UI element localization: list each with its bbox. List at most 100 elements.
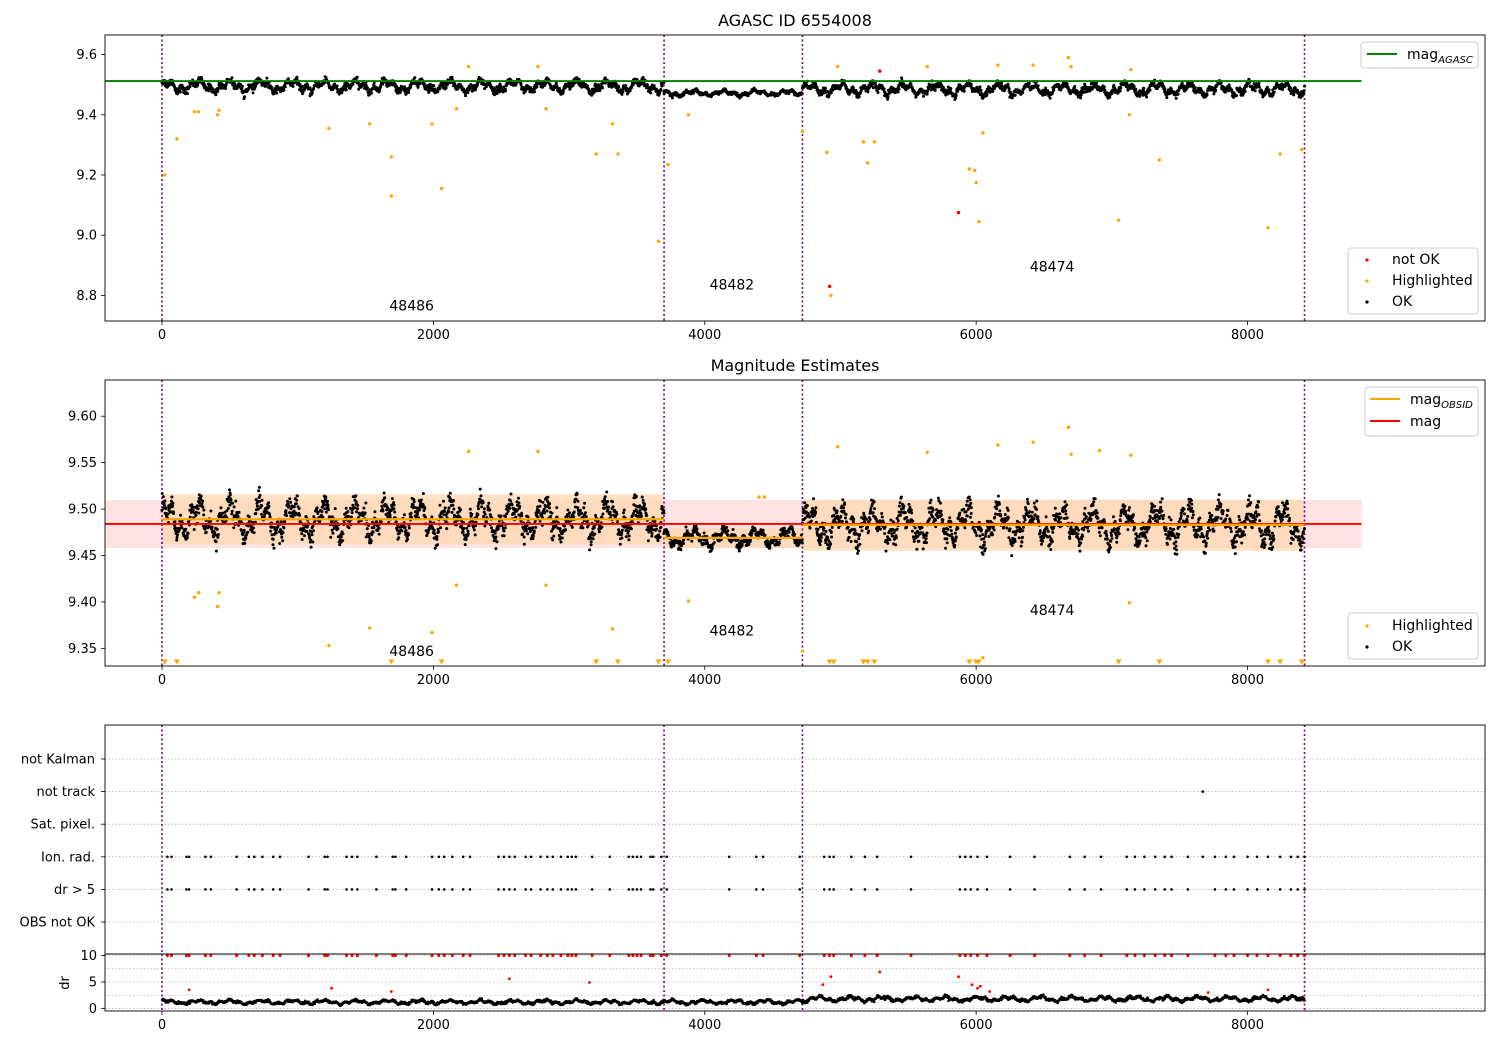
estimates-ok-point xyxy=(702,531,706,535)
agasc-ok-point xyxy=(1303,84,1306,88)
estimates-ok-point xyxy=(559,540,563,544)
agasc-y-tick-label: 9.4 xyxy=(76,108,97,123)
estimates-ok-point xyxy=(331,531,335,535)
agasc-highlighted-point xyxy=(1278,152,1282,156)
agasc-ok-point xyxy=(962,89,966,93)
estimates-ok-point xyxy=(240,528,243,532)
estimates-ok-point xyxy=(622,508,626,512)
estimates-ok-point xyxy=(593,532,597,536)
agasc-highlighted-point xyxy=(656,239,661,243)
estimates-ok-point xyxy=(545,509,549,513)
estimates-ok-point xyxy=(606,500,610,503)
estimates-ok-point xyxy=(356,504,360,507)
estimates-ok-point xyxy=(650,531,654,535)
agasc-ok-point xyxy=(549,84,553,88)
agasc-ok-point xyxy=(1289,86,1293,90)
estimates-ok-point xyxy=(394,520,398,524)
estimates-ok-point xyxy=(197,511,201,515)
agasc-ok-point xyxy=(1193,86,1197,89)
agasc-highlighted-point xyxy=(163,173,167,177)
estimates-ok-point xyxy=(622,511,625,515)
estimates-ok-point xyxy=(646,539,650,543)
estimates-ok-point xyxy=(678,539,682,543)
estimates-ok-point xyxy=(452,499,456,502)
estimates-ok-point xyxy=(411,503,415,506)
estimates-ok-point xyxy=(364,501,368,505)
estimates-ok-point xyxy=(731,528,735,531)
estimates-ok-point xyxy=(594,514,598,517)
agasc-highlighted-point xyxy=(1031,63,1035,67)
estimates-ok-point xyxy=(712,541,716,545)
estimates-ok-point xyxy=(274,531,278,535)
not-ok-legend-marker xyxy=(1365,258,1369,262)
estimates-ok-point xyxy=(518,505,522,508)
agasc-highlighted-point xyxy=(836,64,840,69)
estimates-ok-point xyxy=(479,494,483,498)
estimates-ok-point xyxy=(230,512,234,516)
agasc-ok-point xyxy=(621,90,625,94)
estimates-ok-point xyxy=(184,527,188,531)
agasc-ok-point xyxy=(483,87,487,91)
agasc-ok-point xyxy=(282,88,286,92)
agasc-ok-point xyxy=(230,76,234,80)
estimates-ok-point xyxy=(558,527,562,531)
estimates-ok-point xyxy=(228,488,231,492)
estimates-ok-point xyxy=(640,495,644,499)
agasc-ok-point xyxy=(453,82,457,86)
estimates-ok-point xyxy=(549,515,553,518)
agasc-ok-point xyxy=(897,87,901,91)
agasc-ok-point xyxy=(283,85,287,89)
agasc-ok-point xyxy=(186,92,190,96)
estimates-ok-point xyxy=(725,526,729,529)
estimates-ok-point xyxy=(466,529,470,533)
agasc-highlighted-point xyxy=(1069,64,1073,69)
estimates-ok-point xyxy=(406,537,409,541)
estimates-ok-point xyxy=(356,507,359,511)
estimates-ok-point xyxy=(601,512,605,516)
estimates-ok-point xyxy=(433,546,437,550)
agasc-ok-point xyxy=(624,84,628,88)
estimates-ok-point xyxy=(257,485,261,489)
estimates-ok-point xyxy=(568,511,571,515)
estimates-ok-point xyxy=(170,495,174,499)
estimates-ok-point xyxy=(508,506,512,510)
estimates-ok-point xyxy=(210,525,214,529)
estimates-ok-point xyxy=(237,510,241,514)
agasc-ok-point xyxy=(450,75,454,79)
agasc-ok-point xyxy=(649,91,653,95)
estimates-ok-point xyxy=(402,513,406,517)
estimates-ok-point xyxy=(690,539,694,543)
agasc-ok-point xyxy=(1021,90,1025,94)
estimates-ok-point xyxy=(691,534,695,538)
estimates-ok-point xyxy=(639,515,643,518)
agasc-highlighted-point xyxy=(466,64,471,69)
estimates-ok-point xyxy=(242,528,246,532)
estimates-ok-point xyxy=(480,505,484,509)
estimates-ok-point xyxy=(478,487,482,491)
agasc-ok-point xyxy=(1134,87,1138,91)
estimates-ok-point xyxy=(483,512,487,516)
estimates-ok-point xyxy=(442,499,445,503)
estimates-ok-point xyxy=(271,543,275,547)
agasc-highlighted-point xyxy=(594,152,598,156)
estimates-ok-point xyxy=(564,528,568,532)
agasc-ok-point xyxy=(978,85,982,89)
estimates-ok-point xyxy=(495,540,499,544)
estimates-ok-point xyxy=(608,510,612,514)
agasc-ok-point xyxy=(1112,83,1116,87)
estimates-ok-point xyxy=(260,504,264,508)
agasc-highlighted-point xyxy=(616,152,620,156)
agasc-ok-point xyxy=(1212,92,1216,96)
estimates-ok-point xyxy=(255,504,259,508)
estimates-ok-point xyxy=(641,498,645,502)
estimates-ok-point xyxy=(560,536,564,540)
estimates-ok-point xyxy=(588,548,592,552)
estimates-ok-point xyxy=(624,535,628,539)
agasc-ok-point xyxy=(1036,84,1040,88)
estimates-ok-point xyxy=(438,503,442,507)
estimates-ok-point xyxy=(541,500,545,504)
estimates-ok-point xyxy=(267,501,271,505)
estimates-ok-point xyxy=(576,499,580,503)
estimates-ok-point xyxy=(179,513,183,517)
